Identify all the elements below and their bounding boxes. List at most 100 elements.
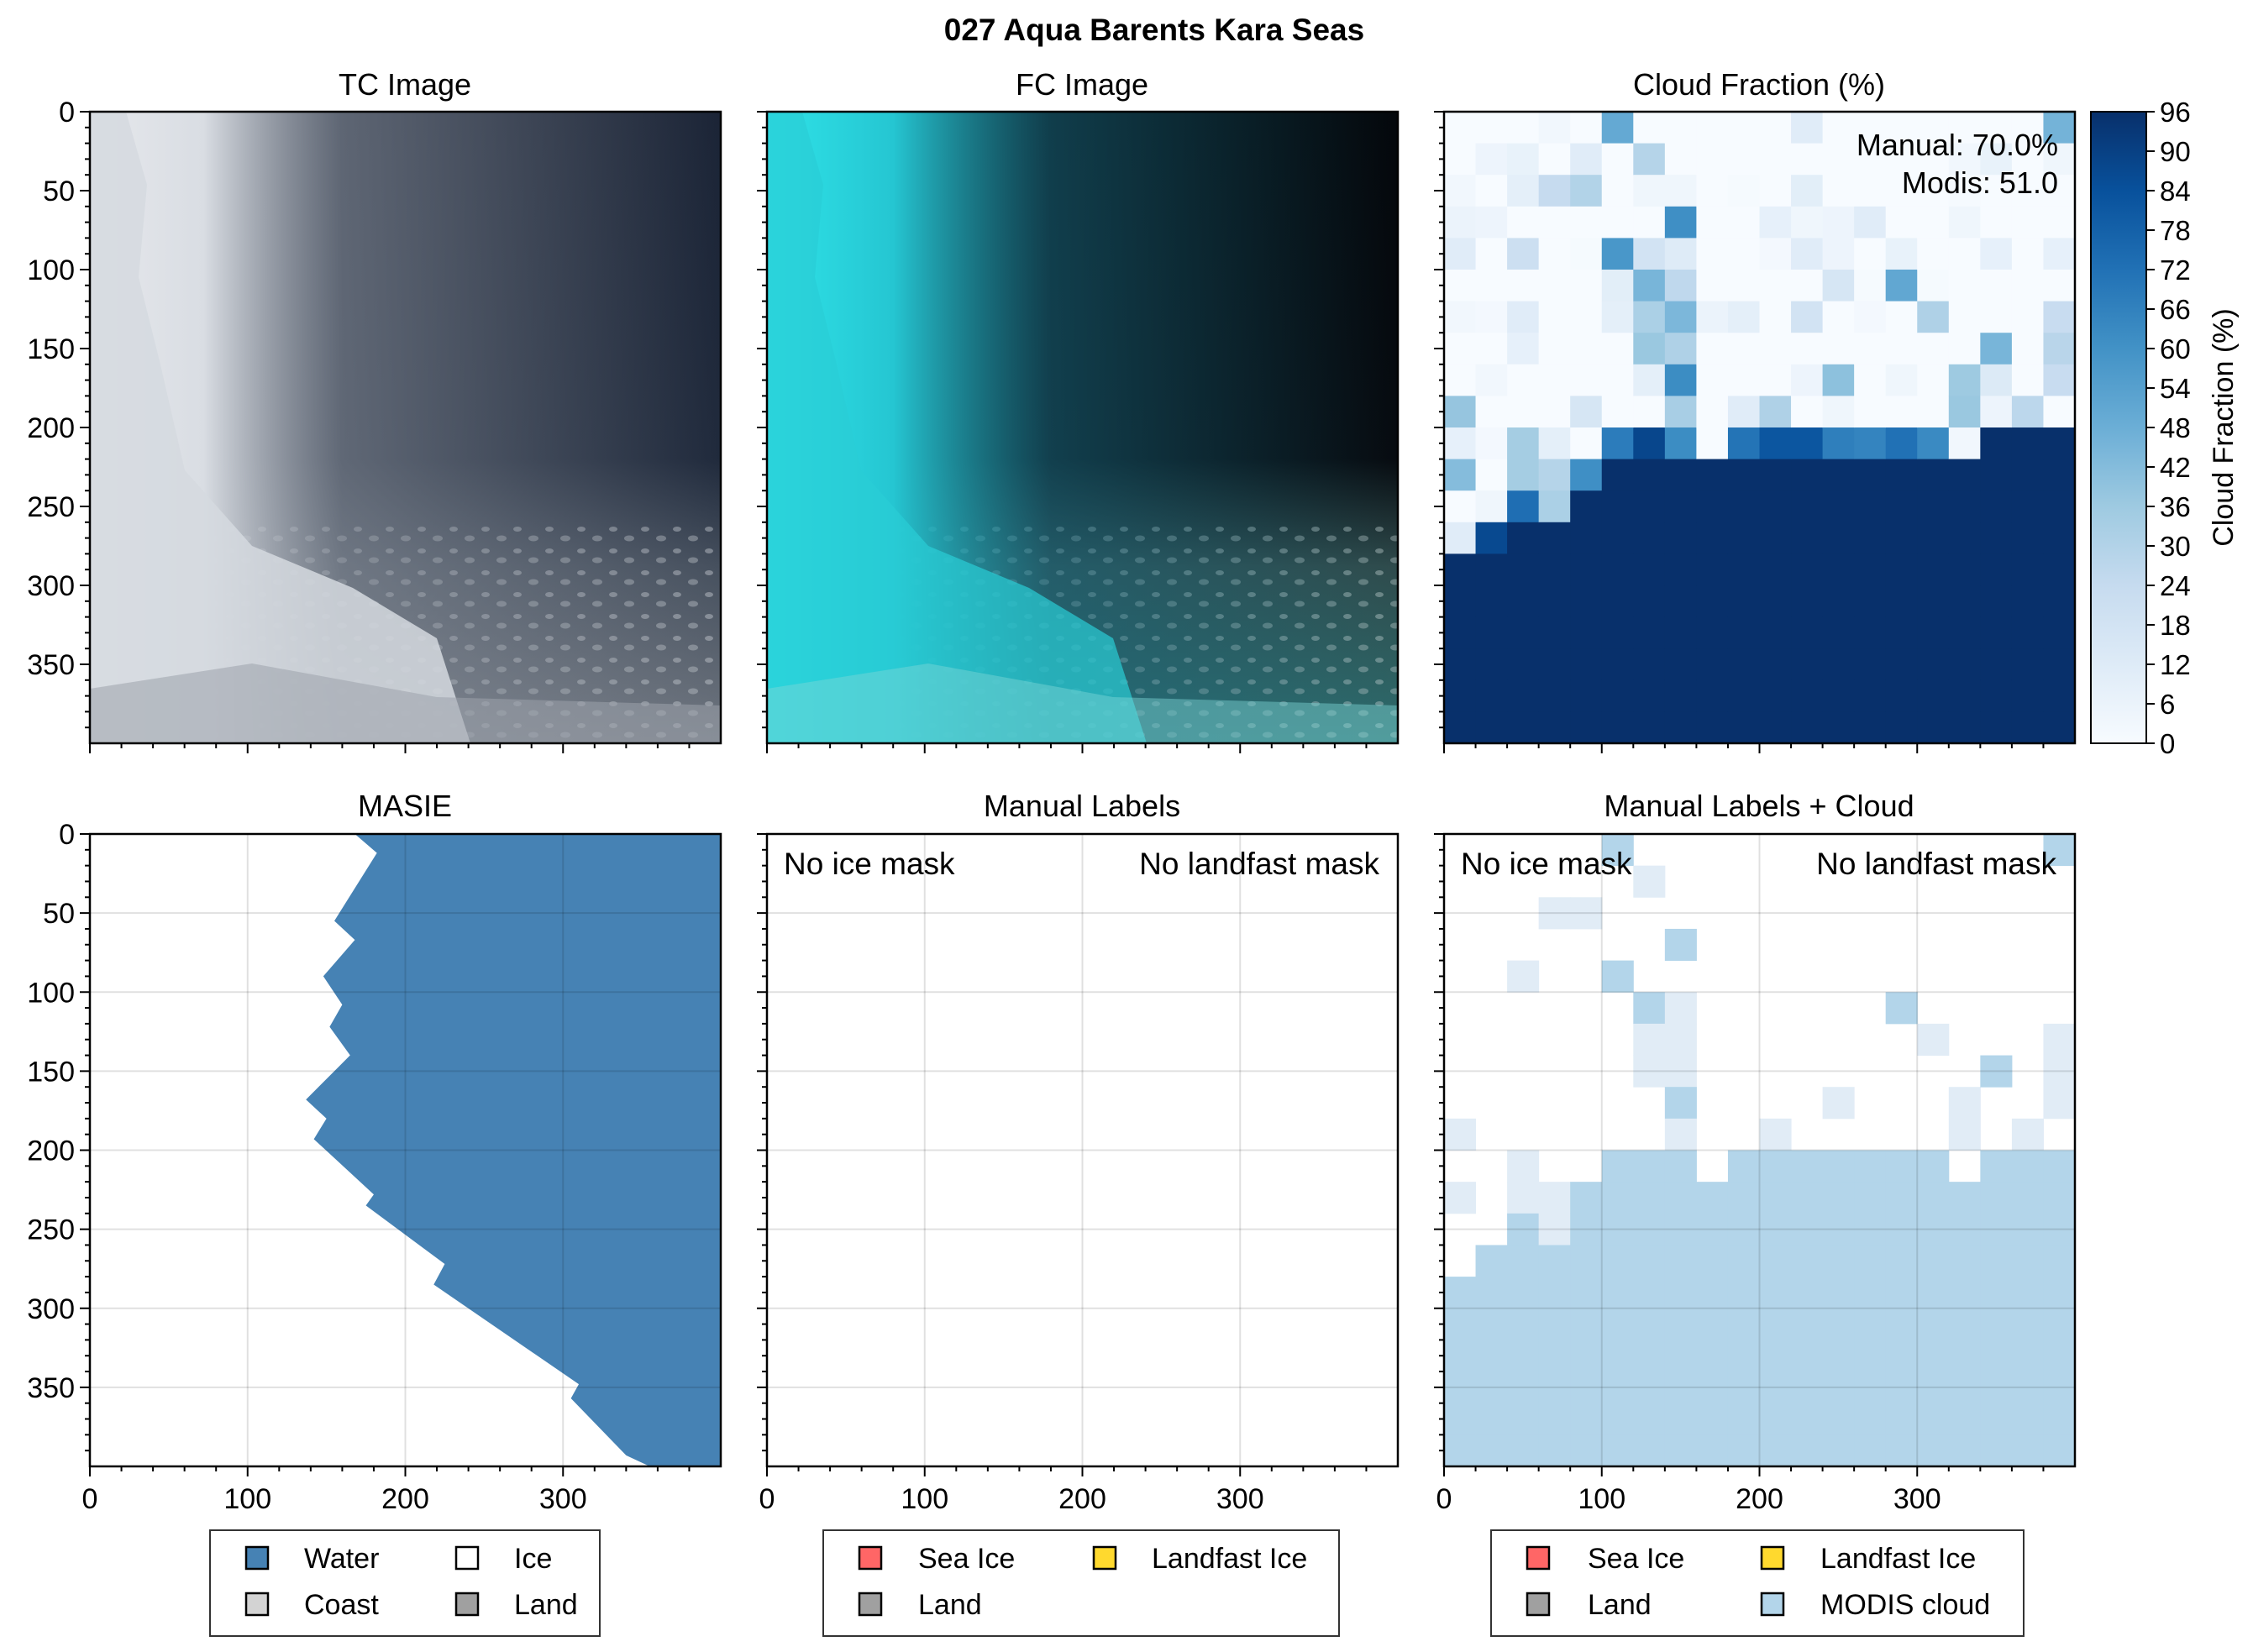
modis-cloud-cell: [1791, 1245, 1824, 1277]
cloud-cell: [1822, 648, 1855, 681]
legend-sea-ice: Sea Ice: [918, 1543, 1015, 1575]
cloud-cell: [1664, 648, 1697, 681]
modis-cloud-cell: [1791, 1308, 1824, 1340]
cloud-cell: [1633, 648, 1666, 681]
cloud-cell: [1570, 585, 1603, 618]
cloud-cell: [1854, 364, 1887, 396]
modis-cloud-cell: [2043, 1055, 2076, 1088]
cloud-cell: [1664, 396, 1697, 428]
cloud-cell: [1980, 459, 2013, 491]
cloud-cell: [1885, 679, 1918, 712]
cloud-cell: [1854, 679, 1887, 712]
cloud-cell: [1633, 270, 1666, 302]
modis-cloud-cell: [2043, 1403, 2076, 1435]
cloud-cell: [1948, 112, 1981, 144]
modis-cloud-cell: [1633, 1150, 1666, 1183]
modis-cloud-cell: [1948, 1371, 1981, 1404]
y-tick-label: 100: [27, 254, 75, 286]
axes: 0 50 100 150 200 250 300 350 0 50 100 150 200 250 300 3…: [27, 97, 2077, 1515]
modis-cloud-cell: [1475, 1308, 1508, 1340]
cloud-cell: [1885, 112, 1918, 144]
cloud-cell: [1570, 364, 1603, 396]
cloud-cell: [1822, 396, 1855, 428]
cloud-cell: [1885, 396, 1918, 428]
cloud-cell: [1696, 490, 1729, 523]
modis-cloud-cell: [1727, 1308, 1760, 1340]
modis-cloud-cell: [2043, 834, 2076, 867]
cloud-cell: [1664, 711, 1697, 744]
modis-cloud-cell: [1507, 1150, 1540, 1183]
modis-cloud-cell: [1601, 1277, 1634, 1309]
modis-cloud-cell: [1822, 1340, 1855, 1372]
cloud-cell: [1696, 396, 1729, 428]
modis-cloud-cell: [1601, 834, 1634, 867]
modis-cloud-cell: [1727, 1213, 1760, 1246]
cloud-cell: [1759, 396, 1792, 428]
modis-cloud-cell: [1759, 1371, 1792, 1404]
cloud-cell: [2043, 364, 2076, 396]
cloud-cell: [1444, 301, 1477, 333]
cloud-cell: [2043, 270, 2076, 302]
cloud-cell: [1601, 206, 1634, 239]
cloud-cell: [2011, 206, 2044, 239]
cloud-cell: [2043, 711, 2076, 744]
cloud-cell: [1980, 711, 2013, 744]
cloud-cell: [1948, 553, 1981, 586]
cloud-cell: [1633, 427, 1666, 460]
legend-coast-swatch: [244, 1592, 270, 1617]
modis-cloud-cell: [1475, 1245, 1508, 1277]
modis-cloud-cell: [1696, 1371, 1729, 1404]
modis-cloud-cell: [1727, 1182, 1760, 1214]
cloud-cell: [1507, 648, 1540, 681]
cloud-cell: [1980, 175, 2013, 207]
cloud-cell: [2043, 679, 2076, 712]
colorbar-tick-label: 36: [2160, 491, 2191, 522]
cloud-cell: [2011, 270, 2044, 302]
cloud-cell: [1759, 459, 1792, 491]
colorbar-tick-label: 96: [2160, 97, 2191, 128]
cloud-cell: [1475, 238, 1508, 270]
cloud-cell: [1475, 522, 1508, 554]
modis-cloud-cell: [1885, 1340, 1918, 1372]
modis-cloud-cell: [1917, 1403, 1950, 1435]
cloud-cell: [1980, 301, 2013, 333]
modis-cloud-cell: [1664, 1434, 1697, 1467]
masie-title: MASIE: [358, 789, 452, 823]
cloud-cell: [1475, 143, 1508, 176]
cloud-cell: [1822, 175, 1855, 207]
colorbar-label: Cloud Fraction (%): [2208, 308, 2240, 546]
modis-cloud-cell: [1633, 1403, 1666, 1435]
cloud-cell: [1854, 553, 1887, 586]
modis-cloud-cell: [1822, 1403, 1855, 1435]
cloud-cell: [1917, 112, 1950, 144]
cloud-cell: [1791, 396, 1824, 428]
colorbar-tick-label: 54: [2160, 373, 2191, 404]
cloud-cell: [1664, 490, 1697, 523]
cloud-cell: [1664, 459, 1697, 491]
cloud-cell: [1538, 585, 1571, 618]
legend-land-swatch-3: [1526, 1592, 1551, 1617]
cloud-cell: [1759, 679, 1792, 712]
cloud-cell: [1948, 175, 1981, 207]
cloud-cell: [1854, 396, 1887, 428]
modis-cloud-cell: [1633, 1055, 1666, 1088]
cloud-cell: [1696, 301, 1729, 333]
modis-cloud-cell: [1696, 1277, 1729, 1309]
cloud-cell: [1475, 648, 1508, 681]
modis-cloud-cell: [2043, 1213, 2076, 1246]
modis-cloud-cell: [1664, 1245, 1697, 1277]
modis-cloud-cell: [1727, 1371, 1760, 1404]
legend-land-swatch: [454, 1592, 480, 1617]
cloud-cell: [1601, 396, 1634, 428]
cloud-cell: [1727, 364, 1760, 396]
cloud-cell: [2043, 427, 2076, 460]
modis-cloud-cell: [1507, 1308, 1540, 1340]
cloud-cell: [1475, 301, 1508, 333]
modis-cloud-cell: [1727, 1403, 1760, 1435]
cloud-cell: [1727, 711, 1760, 744]
cloud-cell: [1980, 648, 2013, 681]
cloud-cell: [1854, 585, 1887, 618]
modis-cloud-cell: [1980, 1434, 2013, 1467]
modis-cloud-cell: [1633, 1371, 1666, 1404]
